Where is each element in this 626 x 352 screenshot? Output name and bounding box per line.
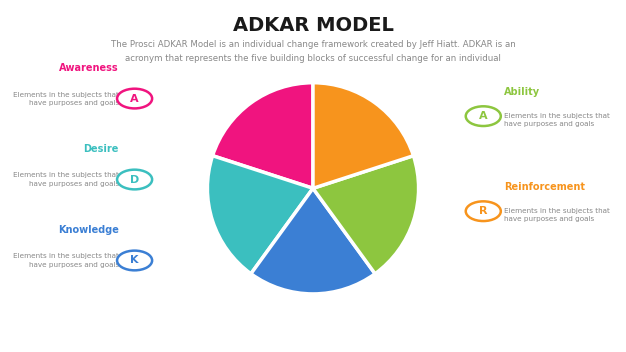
- Text: K: K: [130, 256, 139, 265]
- Wedge shape: [207, 156, 313, 274]
- Text: Elements in the subjects that
have purposes and goals: Elements in the subjects that have purpo…: [13, 253, 119, 268]
- Text: D: D: [130, 175, 139, 184]
- Text: A: A: [130, 94, 139, 103]
- Wedge shape: [251, 188, 375, 294]
- Wedge shape: [313, 156, 419, 274]
- Text: Desire: Desire: [83, 144, 119, 154]
- Text: Elements in the subjects that
have purposes and goals: Elements in the subjects that have purpo…: [13, 92, 119, 106]
- Wedge shape: [313, 83, 413, 188]
- Text: Reinforcement: Reinforcement: [504, 182, 585, 192]
- Text: R: R: [479, 206, 488, 216]
- Text: Ability: Ability: [504, 87, 540, 97]
- Text: The Prosci ADKAR Model is an individual change framework created by Jeff Hiatt. : The Prosci ADKAR Model is an individual …: [111, 40, 515, 63]
- Text: Awareness: Awareness: [59, 63, 119, 73]
- Wedge shape: [213, 83, 313, 188]
- Text: Knowledge: Knowledge: [58, 225, 119, 235]
- Text: Elements in the subjects that
have purposes and goals: Elements in the subjects that have purpo…: [504, 208, 610, 222]
- Text: ADKAR MODEL: ADKAR MODEL: [233, 16, 393, 35]
- Text: Elements in the subjects that
have purposes and goals: Elements in the subjects that have purpo…: [504, 113, 610, 127]
- Text: A: A: [479, 111, 488, 121]
- Text: Elements in the subjects that
have purposes and goals: Elements in the subjects that have purpo…: [13, 172, 119, 187]
